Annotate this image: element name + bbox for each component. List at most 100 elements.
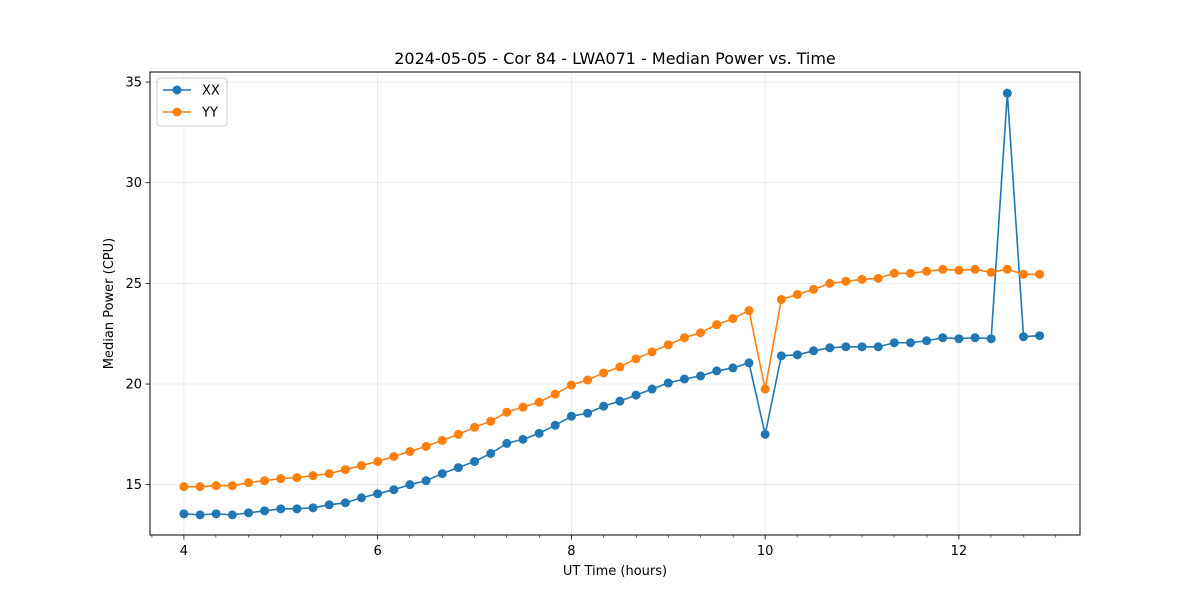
data-point-xx	[1002, 88, 1012, 98]
grid	[150, 72, 1080, 535]
data-point-yy	[583, 375, 593, 385]
data-point-xx	[873, 342, 883, 352]
data-point-xx	[470, 457, 480, 467]
data-point-xx	[195, 510, 205, 520]
y-tick-label: 15	[125, 478, 142, 493]
data-point-xx	[679, 374, 689, 384]
data-point-yy	[260, 476, 270, 486]
y-axis-label: Median Power (CPU)	[102, 238, 117, 369]
data-point-yy	[324, 469, 334, 479]
data-point-xx	[518, 434, 528, 444]
data-point-yy	[922, 266, 932, 276]
data-point-yy	[938, 264, 948, 274]
data-point-xx	[308, 503, 318, 513]
data-point-yy	[244, 478, 254, 488]
data-point-xx	[566, 411, 576, 421]
data-point-yy	[631, 354, 641, 364]
data-point-yy	[970, 264, 980, 274]
data-point-yy	[550, 389, 560, 399]
data-point-xx	[663, 378, 673, 388]
data-point-xx	[550, 420, 560, 430]
data-point-xx	[776, 351, 786, 361]
data-point-yy	[792, 289, 802, 299]
data-point-xx	[905, 338, 915, 348]
series-yy	[179, 264, 1045, 492]
x-tick-label: 4	[180, 544, 188, 559]
data-point-yy	[679, 333, 689, 343]
data-point-yy	[437, 435, 447, 445]
data-point-xx	[857, 342, 867, 352]
data-point-yy	[534, 397, 544, 407]
data-point-xx	[244, 508, 254, 518]
data-point-yy	[340, 465, 350, 475]
legend: XX YY	[156, 77, 228, 127]
data-point-yy	[453, 429, 463, 439]
data-point-yy	[470, 422, 480, 432]
data-point-yy	[405, 446, 415, 456]
data-point-xx	[502, 438, 512, 448]
data-point-yy	[873, 273, 883, 283]
data-point-yy	[776, 294, 786, 304]
data-point-xx	[486, 448, 496, 458]
x-tick-label: 6	[374, 544, 382, 559]
data-point-yy	[696, 328, 706, 338]
legend-marker-yy	[172, 107, 182, 117]
data-point-xx	[938, 333, 948, 343]
y-tick-label: 35	[125, 76, 142, 91]
data-point-xx	[760, 429, 770, 439]
data-point-xx	[841, 342, 851, 352]
data-point-xx	[1019, 332, 1029, 342]
data-point-yy	[566, 380, 576, 390]
legend-label-xx: XX	[202, 84, 220, 99]
series-xx	[179, 88, 1045, 520]
data-point-xx	[970, 333, 980, 343]
data-point-yy	[502, 407, 512, 417]
data-point-xx	[986, 334, 996, 344]
data-point-yy	[1019, 269, 1029, 279]
data-point-xx	[744, 358, 754, 368]
x-tick-label: 8	[567, 544, 575, 559]
data-point-xx	[889, 338, 899, 348]
legend-entries: XX YY	[163, 84, 220, 121]
data-point-yy	[518, 402, 528, 412]
y-tick-label: 30	[125, 176, 142, 191]
data-point-yy	[841, 276, 851, 286]
data-point-yy	[179, 482, 189, 492]
x-tick-label: 12	[951, 544, 968, 559]
data-point-xx	[421, 476, 431, 486]
data-point-yy	[728, 314, 738, 324]
data-point-yy	[986, 267, 996, 277]
data-point-yy	[421, 441, 431, 451]
data-point-yy	[211, 481, 221, 491]
data-point-xx	[599, 401, 609, 411]
data-point-yy	[905, 268, 915, 278]
data-point-xx	[453, 463, 463, 473]
y-tick-label: 20	[125, 378, 142, 393]
data-point-xx	[437, 469, 447, 479]
data-point-xx	[809, 346, 819, 356]
data-point-xx	[276, 504, 286, 514]
data-point-xx	[534, 428, 544, 438]
data-point-yy	[857, 274, 867, 284]
data-point-yy	[889, 268, 899, 278]
data-point-xx	[405, 480, 415, 490]
data-point-xx	[728, 363, 738, 373]
data-point-xx	[227, 510, 237, 520]
data-point-xx	[356, 493, 366, 503]
data-point-xx	[179, 509, 189, 519]
data-point-yy	[356, 461, 366, 471]
data-point-yy	[760, 384, 770, 394]
y-tick-label: 25	[125, 277, 142, 292]
data-point-xx	[696, 371, 706, 381]
data-point-xx	[324, 500, 334, 510]
data-point-xx	[389, 485, 399, 495]
x-axis-label: UT Time (hours)	[563, 564, 667, 579]
data-point-xx	[615, 396, 625, 406]
data-point-xx	[583, 408, 593, 418]
data-point-xx	[1035, 331, 1045, 341]
chart-title: 2024-05-05 - Cor 84 - LWA071 - Median Po…	[394, 49, 836, 68]
data-point-yy	[744, 306, 754, 316]
data-point-yy	[663, 340, 673, 350]
x-tick-label: 10	[757, 544, 774, 559]
